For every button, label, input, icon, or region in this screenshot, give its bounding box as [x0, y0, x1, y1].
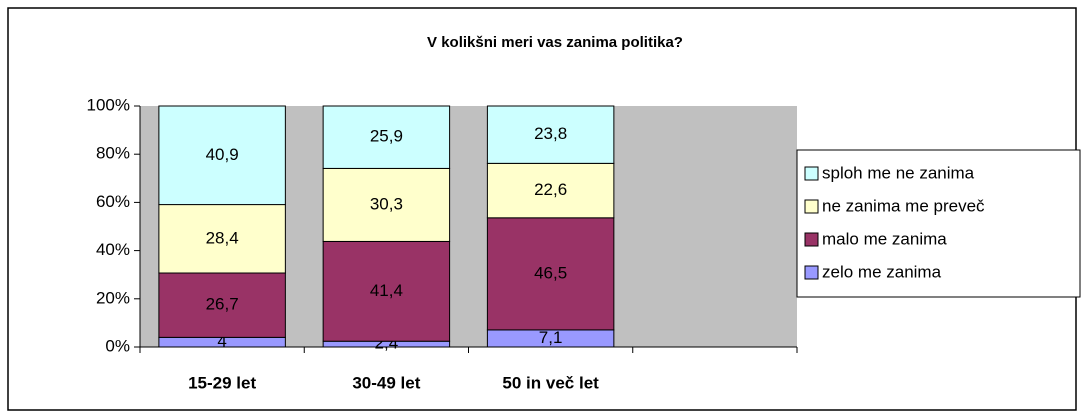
data-label: 41,4 — [370, 281, 403, 300]
data-label: 26,7 — [206, 295, 239, 314]
y-tick-label: 100% — [87, 95, 130, 114]
legend-label: malo me zanima — [822, 229, 947, 248]
bar-segment — [486, 217, 615, 331]
legend-swatch — [804, 199, 819, 214]
y-tick-label: 80% — [96, 144, 130, 163]
legend-label: zelo me zanima — [822, 262, 942, 281]
data-label: 23,8 — [534, 124, 567, 143]
x-tick-label: 30-49 let — [352, 373, 420, 392]
y-tick-label: 60% — [96, 192, 130, 211]
bar-segment — [158, 204, 286, 274]
legend — [796, 149, 1081, 298]
y-tick-label: 40% — [96, 240, 130, 259]
chart-title: V kolikšni meri vas zanima politika? — [427, 34, 683, 51]
bar-segment — [322, 240, 451, 342]
bar-segment — [322, 105, 451, 169]
data-label: 22,6 — [534, 180, 567, 199]
bar-segment — [158, 105, 286, 206]
data-label: 25,9 — [370, 127, 403, 146]
bar-segment — [322, 167, 451, 242]
bar-segment — [486, 105, 615, 164]
legend-swatch — [804, 265, 819, 280]
legend-swatch — [804, 232, 819, 247]
y-tick-label: 0% — [105, 336, 130, 355]
legend-swatch — [804, 166, 819, 181]
legend-label: ne zanima me preveč — [822, 196, 985, 215]
x-tick-label: 15-29 let — [188, 373, 256, 392]
data-label: 7,1 — [539, 328, 563, 347]
y-tick-label: 20% — [96, 288, 130, 307]
data-label: 30,3 — [370, 194, 403, 213]
data-label: 4 — [217, 332, 226, 351]
data-label: 46,5 — [534, 263, 567, 282]
data-label: 28,4 — [206, 228, 239, 247]
bar-segment — [158, 272, 286, 338]
x-tick-label: 50 in več let — [502, 373, 599, 392]
data-label: 40,9 — [206, 145, 239, 164]
legend-label: sploh me ne zanima — [822, 163, 975, 182]
